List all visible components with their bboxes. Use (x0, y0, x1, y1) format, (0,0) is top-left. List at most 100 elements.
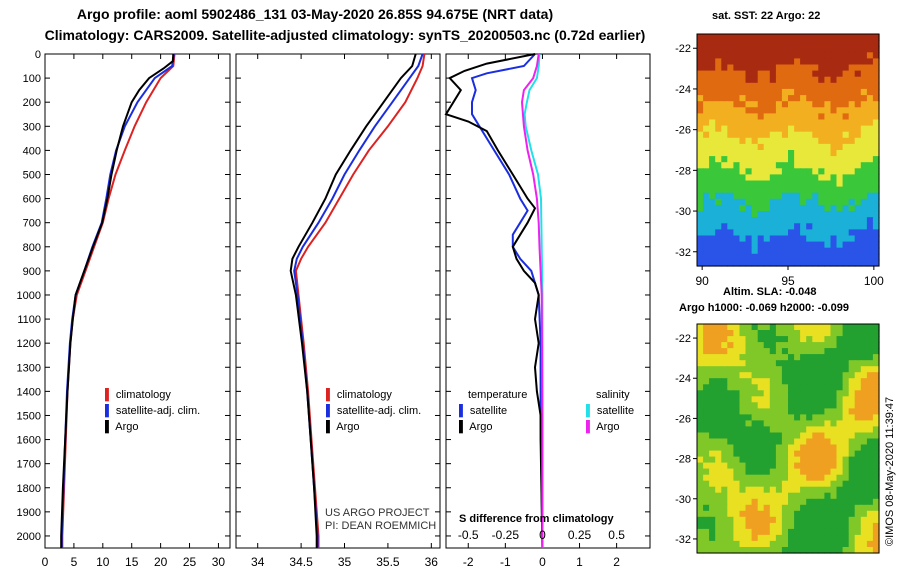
map-cell (848, 432, 856, 440)
map-cell (751, 348, 759, 355)
map-cell (818, 241, 825, 249)
map-cell (775, 486, 783, 494)
map-cell (860, 198, 868, 206)
map-cell (763, 52, 771, 59)
map-cell (775, 534, 783, 542)
map-cell (769, 156, 777, 163)
map-cell (775, 247, 783, 255)
map-cell (775, 107, 783, 114)
map-cell (739, 414, 747, 421)
map-cell (745, 486, 753, 494)
map-cell (830, 492, 838, 500)
map-cell (860, 107, 868, 114)
map-cell (727, 336, 734, 343)
map-cell (709, 58, 716, 66)
map-cell (697, 468, 704, 476)
map-cell (697, 522, 704, 530)
map-cell (800, 366, 807, 373)
map-cell (739, 366, 747, 373)
map-cell (848, 510, 856, 518)
map-cell (709, 474, 716, 482)
map-cell (769, 40, 777, 47)
map-cell (836, 330, 844, 337)
map-cell (775, 444, 783, 452)
map-cell (818, 180, 825, 188)
map-cell (818, 162, 825, 169)
map-cell (751, 534, 759, 542)
map-cell (800, 241, 807, 249)
map-cell (781, 480, 789, 488)
map-cell (703, 40, 710, 47)
map-cell (854, 486, 862, 494)
map-cell (769, 125, 777, 133)
map-cell (775, 547, 783, 554)
map-cell (769, 241, 777, 249)
map-cell (745, 390, 753, 397)
map-cell (763, 223, 771, 230)
map-cell (775, 46, 783, 53)
x-tick-label: 5 (71, 555, 78, 569)
map-cell (751, 88, 759, 96)
map-cell (872, 82, 880, 90)
map-cell (836, 70, 844, 78)
map-cell (794, 396, 801, 403)
map-cell (824, 107, 832, 114)
map-cell (703, 113, 710, 121)
map-cell (745, 82, 753, 90)
map-cell (757, 143, 765, 151)
map-cell (800, 52, 807, 59)
map-cell (860, 247, 868, 255)
map-cell (769, 229, 777, 237)
map-cell (866, 420, 874, 427)
map-cell (727, 241, 734, 249)
map-cell (721, 547, 728, 554)
map-cell (745, 516, 753, 524)
map-cell (697, 198, 704, 206)
map-cell (763, 390, 771, 397)
map-cell (866, 113, 874, 121)
map-cell (757, 522, 765, 530)
map-cell (781, 119, 789, 127)
map-cell (715, 468, 722, 476)
map-cell (812, 76, 819, 84)
x-tick-top-label: 0 (539, 528, 546, 542)
map-cell (745, 372, 753, 379)
map-cell (806, 342, 813, 349)
map-cell (721, 46, 728, 53)
map-cell (739, 547, 747, 554)
map-cell (812, 498, 819, 506)
map-cell (854, 522, 862, 530)
map-cell (709, 366, 716, 373)
map-cell (818, 88, 825, 96)
map-cell (775, 432, 783, 440)
map-cell (703, 450, 710, 458)
map-cell (836, 186, 844, 194)
map-cell (739, 247, 747, 255)
map-cell (788, 192, 795, 200)
map-cell (848, 468, 856, 476)
map-cell (830, 366, 838, 373)
map-cell (836, 223, 844, 230)
map-cell (830, 486, 838, 494)
map-cell (733, 366, 741, 373)
map-cell (763, 70, 771, 78)
map-cell (842, 168, 850, 175)
map-cell (830, 235, 838, 243)
map-cell (794, 456, 801, 464)
map-cell (781, 101, 789, 108)
map-cell (763, 396, 771, 403)
map-cell (763, 450, 771, 458)
map-cell (697, 402, 704, 409)
map-cell (697, 348, 704, 355)
map-cell (854, 396, 862, 403)
map-cell (800, 402, 807, 409)
map-cell (727, 534, 734, 542)
y-tick-label: 1600 (17, 435, 41, 447)
map-cell (745, 426, 753, 433)
map-cell (721, 498, 728, 506)
map-cell (842, 480, 850, 488)
map-cell (830, 348, 838, 355)
map-cell (733, 486, 741, 494)
map-cell (788, 247, 795, 255)
